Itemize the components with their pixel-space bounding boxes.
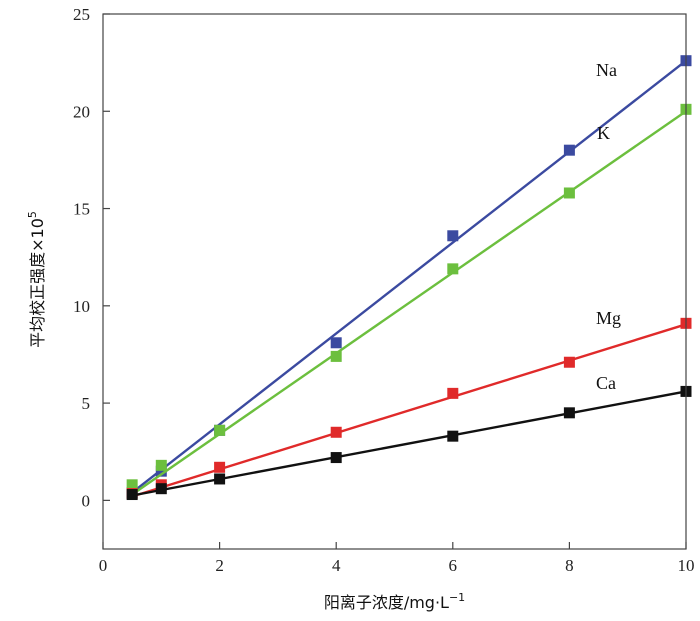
data-point-mg xyxy=(563,356,575,368)
data-point-na xyxy=(447,230,459,242)
data-point-mg xyxy=(214,461,226,473)
series-label-na: Na xyxy=(596,60,617,80)
data-point-k xyxy=(126,479,138,491)
data-point-na xyxy=(563,144,575,156)
series-label-k: K xyxy=(597,123,610,143)
data-point-ca xyxy=(330,452,342,464)
x-tick-label: 10 xyxy=(678,556,695,575)
fit-line-na xyxy=(131,59,687,494)
y-tick-label: 25 xyxy=(73,5,90,24)
data-point-mg xyxy=(330,426,342,438)
y-tick-label: 0 xyxy=(82,491,91,510)
series-k xyxy=(126,103,692,496)
data-point-k xyxy=(447,263,459,275)
plot-frame xyxy=(102,13,687,550)
x-tick-label: 6 xyxy=(449,556,458,575)
y-axis-title: 平均校正强度×105 xyxy=(26,211,47,348)
data-point-k xyxy=(330,350,342,362)
ticks-layer: 0 2 4 6 8 10 0 5 10 15 20 25 xyxy=(73,5,695,575)
series-na xyxy=(126,55,692,499)
x-tick-label: 8 xyxy=(565,556,574,575)
data-point-ca xyxy=(126,489,138,501)
series-label-ca: Ca xyxy=(596,373,616,393)
series-label-mg: Mg xyxy=(596,308,621,328)
y-tick-label: 15 xyxy=(73,200,90,219)
data-point-ca xyxy=(563,407,575,419)
data-point-k xyxy=(155,459,167,471)
x-axis-title: 阳离子浓度/mg·L−1 xyxy=(324,591,465,612)
y-tick-label: 5 xyxy=(82,394,91,413)
data-point-ca xyxy=(447,430,459,442)
series-labels: Na K Mg Ca xyxy=(596,60,621,393)
y-tick-label: 20 xyxy=(73,102,90,121)
data-point-k xyxy=(563,187,575,199)
fit-line-k xyxy=(131,110,687,496)
data-point-mg xyxy=(447,387,459,399)
data-point-ca xyxy=(155,483,167,495)
y-tick-label: 10 xyxy=(73,297,90,316)
x-tick-label: 4 xyxy=(332,556,341,575)
data-point-k xyxy=(214,424,226,436)
series-mg xyxy=(126,317,692,500)
x-tick-label: 0 xyxy=(99,556,108,575)
series-layer xyxy=(126,55,692,501)
series-ca xyxy=(126,385,692,501)
data-point-na xyxy=(155,465,167,477)
data-point-na xyxy=(330,337,342,349)
x-tick-label: 2 xyxy=(215,556,224,575)
data-point-ca xyxy=(214,473,226,485)
